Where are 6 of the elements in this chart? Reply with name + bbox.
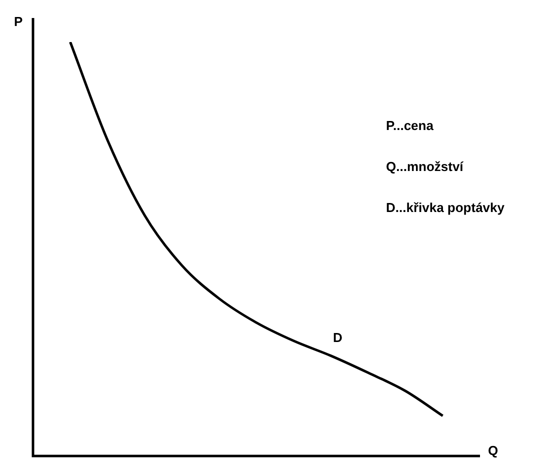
x-axis-title: Q xyxy=(488,443,498,458)
series-label: D xyxy=(333,330,342,345)
y-axis-title: P xyxy=(14,14,23,29)
annotation: D...křivka poptávky xyxy=(386,200,504,215)
annotation: P...cena xyxy=(386,118,434,133)
annotation: Q...množství xyxy=(386,159,464,174)
